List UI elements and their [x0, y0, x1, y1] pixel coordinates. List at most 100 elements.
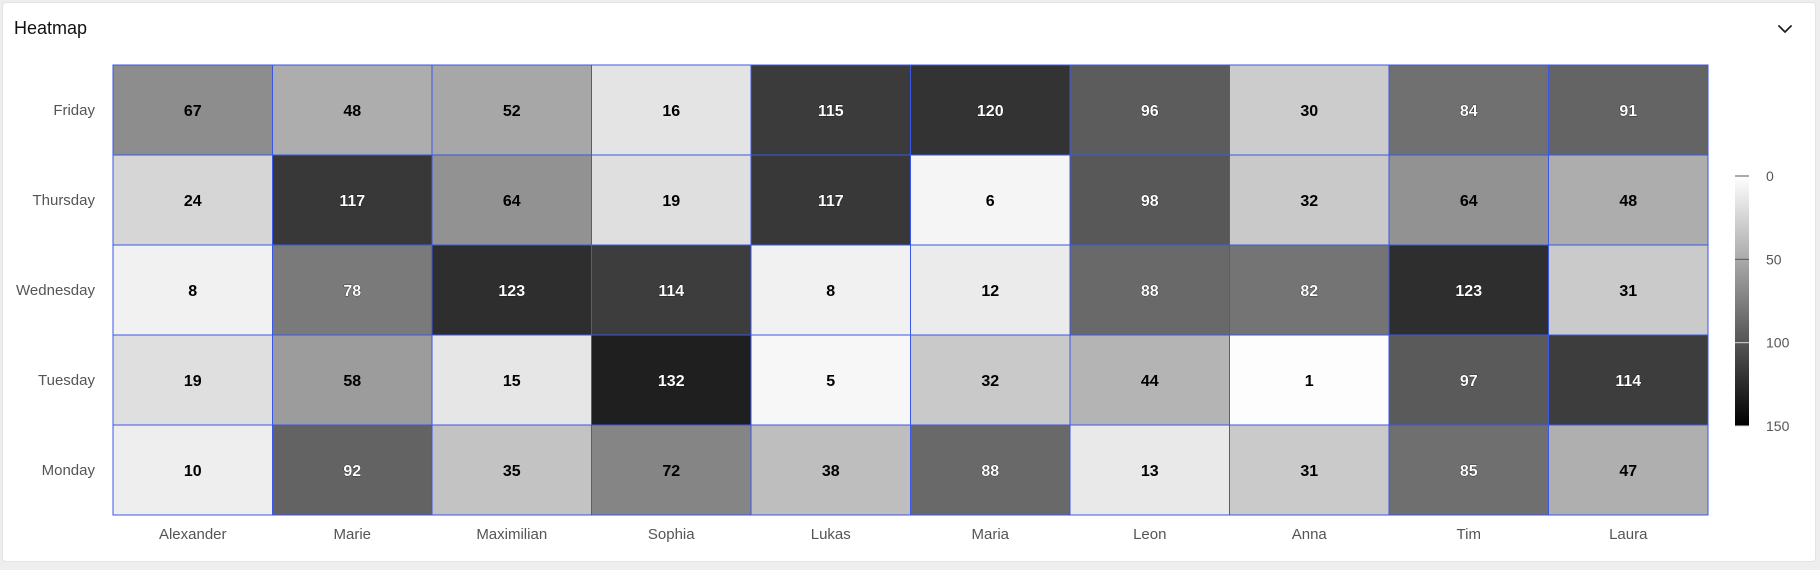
heatmap-cell	[591, 154, 752, 246]
cell-value-label: 117	[339, 193, 365, 210]
cell-value-label: 92	[343, 463, 361, 480]
cell-value-label: 31	[1619, 283, 1637, 300]
heatmap-cell	[431, 154, 592, 246]
cell-value-label: 96	[1141, 103, 1159, 120]
heatmap-cell	[1229, 64, 1390, 156]
heatmap-cell	[750, 154, 911, 246]
y-tick-label: Tuesday	[38, 372, 95, 389]
x-tick-label: Tim	[1457, 526, 1481, 543]
heatmap-cell	[1229, 244, 1390, 336]
cell-value-label: 67	[184, 103, 202, 120]
cell-value-label: 1	[1305, 373, 1314, 390]
cell-value-label: 19	[662, 193, 680, 210]
x-tick-label: Lukas	[811, 526, 851, 543]
legend-tick-label: 50	[1766, 251, 1782, 267]
color-scale-bar	[1735, 176, 1749, 426]
y-tick-label: Friday	[53, 102, 95, 119]
heatmap-cell	[112, 154, 273, 246]
heatmap-cell	[431, 64, 592, 156]
x-tick-label: Maria	[971, 526, 1009, 543]
cell-value-label: 16	[662, 103, 680, 120]
x-tick-label: Anna	[1292, 526, 1328, 543]
heatmap-cell	[431, 334, 592, 426]
heatmap-cell	[591, 64, 752, 156]
x-tick-label: Sophia	[648, 526, 695, 543]
heatmap-cell	[1548, 424, 1709, 516]
heatmap-cell	[1229, 154, 1390, 246]
heatmap-cell	[1388, 424, 1549, 516]
cell-value-label: 117	[818, 193, 844, 210]
x-tick-label: Marie	[333, 526, 371, 543]
heatmap-cell	[910, 334, 1071, 426]
cell-value-label: 13	[1141, 463, 1159, 480]
heatmap-cell	[591, 334, 752, 426]
heatmap-cell	[910, 154, 1071, 246]
cell-value-label: 123	[1455, 283, 1482, 300]
cell-value-label: 10	[184, 463, 202, 480]
cell-value-label: 12	[981, 283, 999, 300]
x-tick-label: Laura	[1609, 526, 1648, 543]
cell-value-label: 72	[662, 463, 680, 480]
cell-value-label: 35	[503, 463, 521, 480]
heatmap-cell	[591, 244, 752, 336]
cell-value-label: 123	[498, 283, 525, 300]
cell-value-label: 84	[1460, 103, 1478, 120]
x-tick-label: Maximilian	[476, 526, 547, 543]
cell-value-label: 32	[1300, 193, 1318, 210]
heatmap-cell	[112, 244, 273, 336]
x-axis-labels: Alexander Marie Maximilian Sophia Lukas Maria…	[159, 526, 1648, 543]
heatmap-cell	[750, 64, 911, 156]
heatmap-cell	[272, 154, 433, 246]
heatmap-cell	[1069, 334, 1230, 426]
cell-value-label: 8	[188, 283, 197, 300]
heatmap-cell	[1069, 154, 1230, 246]
legend-tick-label: 150	[1766, 418, 1790, 434]
cell-value-label: 64	[1460, 193, 1478, 210]
x-tick-label: Alexander	[159, 526, 227, 543]
heatmap-cell	[750, 424, 911, 516]
heatmap-cell	[431, 244, 592, 336]
cell-value-label: 85	[1460, 463, 1478, 480]
heatmap-cell	[1069, 64, 1230, 156]
heatmap-cell	[591, 424, 752, 516]
heatmap-cell	[272, 334, 433, 426]
heatmap-cell	[1388, 334, 1549, 426]
card-title: Heatmap	[14, 18, 88, 38]
cell-value-label: 120	[977, 103, 1004, 120]
cell-value-label: 88	[1141, 283, 1159, 300]
cell-value-label: 44	[1141, 373, 1159, 390]
cell-value-label: 52	[503, 103, 521, 120]
cell-value-label: 47	[1619, 463, 1637, 480]
heatmap-cell	[1229, 424, 1390, 516]
cell-value-label: 31	[1300, 463, 1318, 480]
heatmap-cell	[272, 64, 433, 156]
color-scale-legend: 0 50 100 150	[1735, 168, 1790, 434]
chevron-down-icon[interactable]	[1773, 17, 1797, 41]
cell-value-label: 30	[1300, 103, 1318, 120]
heatmap-cell	[1548, 154, 1709, 246]
heatmap-cell	[1548, 334, 1709, 426]
heatmap-cell	[1388, 154, 1549, 246]
cell-value-label: 98	[1141, 193, 1159, 210]
cell-value-label: 82	[1300, 283, 1318, 300]
cell-value-label: 58	[343, 373, 361, 390]
heatmap-cell	[112, 424, 273, 516]
cell-value-label: 48	[1619, 193, 1637, 210]
heatmap-cell	[750, 244, 911, 336]
y-tick-label: Monday	[42, 462, 96, 479]
heatmap-cell	[1548, 244, 1709, 336]
y-axis-labels: Friday Thursday Wednesday Tuesday Monday	[16, 102, 95, 479]
cell-value-label: 19	[184, 373, 202, 390]
heatmap-cell	[1069, 424, 1230, 516]
y-tick-label: Wednesday	[16, 282, 95, 299]
cell-value-label: 88	[981, 463, 999, 480]
heatmap-cell	[1388, 64, 1549, 156]
heatmap-cell	[272, 244, 433, 336]
heatmap-cell	[431, 424, 592, 516]
cell-value-label: 114	[658, 283, 684, 300]
cell-value-label: 5	[826, 373, 835, 390]
cell-value-label: 15	[503, 373, 521, 390]
cell-value-label: 115	[818, 103, 844, 120]
heatmap-cell	[272, 424, 433, 516]
